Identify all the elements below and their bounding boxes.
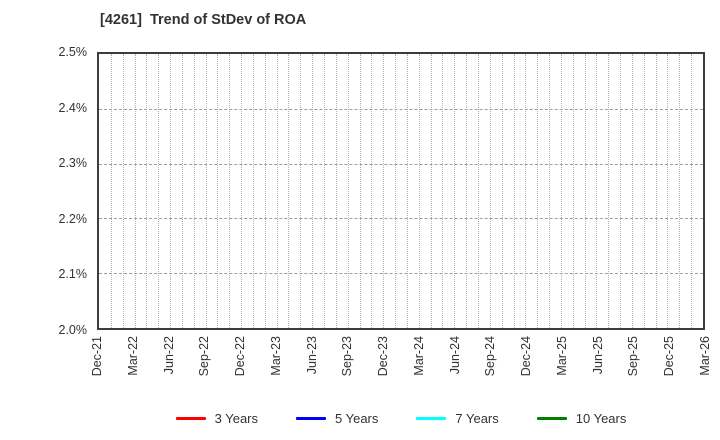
gridline-vertical — [572, 54, 574, 328]
x-tick-label: Sep-25 — [626, 336, 641, 377]
gridline-vertical — [110, 54, 112, 328]
gridline-vertical — [667, 54, 669, 328]
legend: 3 Years 5 Years 7 Years 10 Years — [97, 408, 705, 428]
x-tick-label: Sep-23 — [340, 336, 355, 377]
gridline-vertical — [655, 54, 657, 328]
x-tick-label: Dec-21 — [90, 336, 104, 377]
gridline-vertical — [241, 54, 243, 328]
y-tick-label: 2.3% — [58, 156, 88, 171]
legend-line-swatch — [536, 416, 567, 420]
y-axis: 2.5% 2.4% 2.3% 2.2% 2.1% 2.0% — [0, 45, 89, 337]
y-tick-label: 2.5% — [58, 45, 88, 59]
x-tick-label: Dec-22 — [233, 336, 248, 377]
gridline-vertical — [596, 54, 598, 328]
gridline-vertical — [395, 54, 397, 328]
legend-line-swatch — [296, 416, 326, 420]
gridline-vertical — [252, 54, 254, 328]
gridline-vertical — [288, 54, 290, 328]
gridline-vertical — [383, 54, 385, 328]
gridline-vertical — [335, 54, 337, 328]
gridline-vertical — [300, 54, 302, 328]
legend-label: 5 Years — [335, 410, 379, 426]
legend-item: 3 Years — [175, 410, 258, 426]
legend-label: 10 Years — [575, 410, 627, 426]
y-tick-label: 2.2% — [58, 211, 88, 226]
x-tick-label: Dec-25 — [662, 336, 677, 377]
gridline-vertical — [608, 54, 610, 328]
x-axis: Dec-21 Mar-22 Jun-22 Sep-22 Dec-22 Mar-23 Jun-… — [90, 336, 712, 396]
gridline-vertical — [466, 54, 468, 328]
gridline-vertical — [347, 54, 349, 328]
gridline-vertical — [229, 54, 231, 328]
legend-label: 3 Years — [214, 410, 258, 426]
gridline-vertical — [146, 54, 148, 328]
x-tick-label: Dec-23 — [376, 336, 391, 377]
gridline-vertical — [193, 54, 195, 328]
legend-item: 7 Years — [416, 410, 499, 426]
legend-label: 7 Years — [455, 410, 499, 426]
gridline-vertical — [501, 54, 503, 328]
gridline-vertical — [217, 54, 219, 328]
legend-line-swatch — [416, 416, 447, 420]
gridline-vertical — [560, 54, 562, 328]
x-tick-label: Jun-23 — [304, 336, 319, 375]
gridline-vertical — [312, 54, 314, 328]
x-tick-label: Jun-24 — [447, 336, 462, 375]
gridline-vertical — [181, 54, 183, 328]
gridline-vertical — [134, 54, 136, 328]
gridline-vertical — [359, 54, 361, 328]
x-tick-label: Mar-26 — [698, 336, 712, 376]
y-tick-label: 2.1% — [58, 267, 88, 282]
x-tick-label: Jun-25 — [590, 336, 605, 375]
x-tick-label: Sep-22 — [197, 336, 212, 377]
gridline-vertical — [584, 54, 586, 328]
y-tick-label: 2.4% — [58, 100, 88, 115]
x-tick-label: Dec-24 — [519, 336, 534, 377]
gridline-vertical — [631, 54, 633, 328]
chart-title: [4261] Trend of StDev of ROA — [100, 12, 307, 28]
gridline-vertical — [324, 54, 326, 328]
legend-item: 10 Years — [536, 410, 627, 426]
gridline-vertical — [170, 54, 172, 328]
gridline-vertical — [477, 54, 479, 328]
gridline-vertical — [122, 54, 124, 328]
gridline-vertical — [264, 54, 266, 328]
x-tick-label: Jun-22 — [161, 336, 176, 375]
gridline-vertical — [454, 54, 456, 328]
gridline-vertical — [643, 54, 645, 328]
gridline-vertical — [205, 54, 207, 328]
gridline-vertical — [679, 54, 681, 328]
x-tick-label: Mar-23 — [268, 336, 283, 376]
gridline-vertical — [537, 54, 539, 328]
gridline-vertical — [158, 54, 160, 328]
gridline-horizontal — [99, 108, 703, 110]
y-tick-label: 2.0% — [58, 323, 88, 337]
x-tick-label: Mar-22 — [125, 336, 140, 376]
gridline-horizontal — [99, 273, 703, 275]
gridline-vertical — [549, 54, 551, 328]
gridline-vertical — [406, 54, 408, 328]
x-tick-label: Mar-24 — [411, 336, 426, 376]
legend-line-swatch — [175, 416, 206, 420]
gridline-vertical — [442, 54, 444, 328]
x-tick-label: Mar-25 — [554, 336, 569, 376]
gridline-vertical — [489, 54, 491, 328]
gridline-vertical — [513, 54, 515, 328]
gridline-horizontal — [99, 218, 703, 220]
gridline-vertical — [430, 54, 432, 328]
legend-item: 5 Years — [296, 411, 378, 426]
gridline-vertical — [525, 54, 527, 328]
gridline-vertical — [276, 54, 278, 328]
gridline-vertical — [371, 54, 373, 328]
gridline-vertical — [620, 54, 622, 328]
plot-area — [97, 52, 705, 330]
gridline-vertical — [691, 54, 693, 328]
x-tick-label: Sep-24 — [483, 336, 498, 377]
gridline-horizontal — [99, 163, 703, 165]
gridline-vertical — [418, 54, 420, 328]
